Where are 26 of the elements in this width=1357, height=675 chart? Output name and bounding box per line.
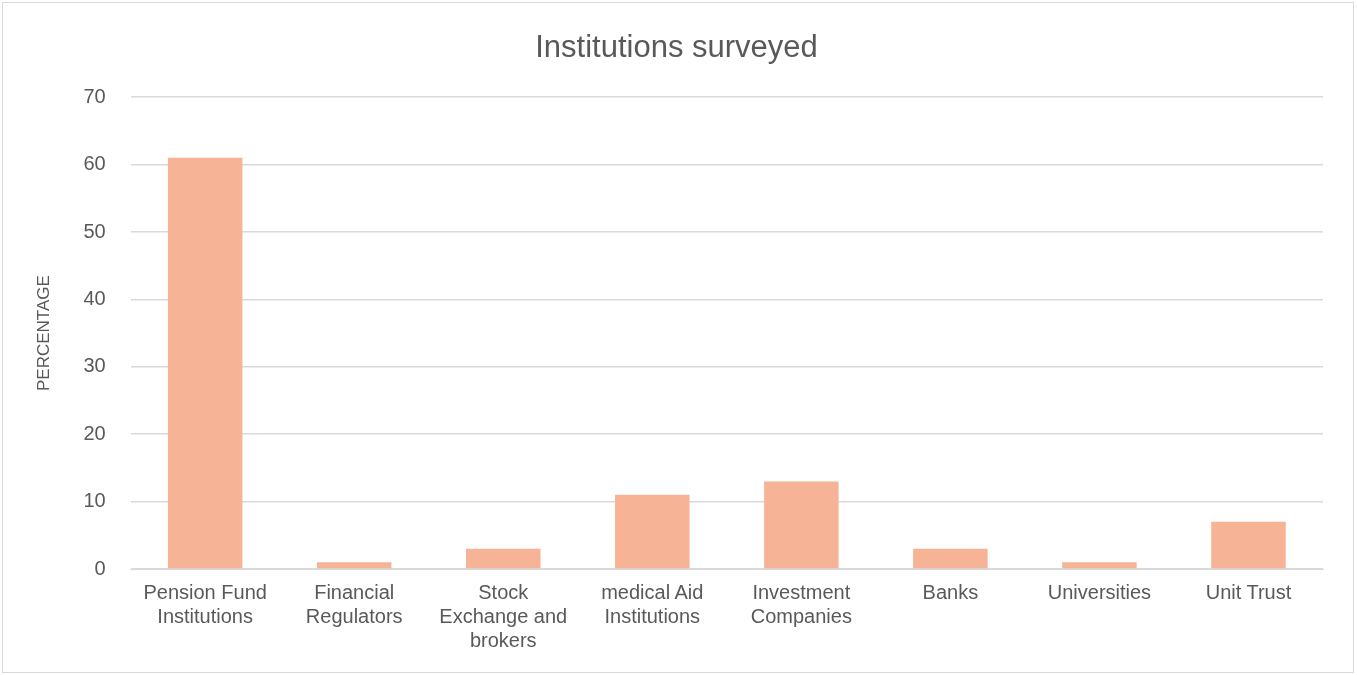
bar [615,494,690,569]
y-tick-label: 60 [83,152,106,175]
y-tick-label: 10 [83,489,106,512]
y-tick-label: 40 [83,286,106,309]
y-tick-label: 70 [83,84,106,107]
x-tick-label: Investment Companies [750,580,852,627]
y-axis-title: PERCENTAGE [33,275,53,392]
x-tick-label: Universities [1047,580,1152,603]
bar [913,548,988,569]
bar [316,562,392,569]
y-tick-label: 20 [83,421,106,444]
bar [1062,562,1137,569]
y-tick-label: 30 [83,354,106,377]
bar [167,157,243,569]
x-tick-label: Banks [922,580,979,603]
bar [1211,521,1286,569]
bar [764,481,839,569]
y-tick-label: 50 [83,219,106,242]
chart-title: Institutions surveyed [535,29,818,65]
y-tick-label: 0 [94,556,106,579]
x-tick-label: Unit Trust [1205,580,1292,603]
bar [466,548,541,569]
x-tick-label: Financial Regulators [305,580,403,627]
x-tick-label: Stock Exchange and brokers [439,580,568,651]
x-tick-label: Pension Fund Institutions [143,580,267,627]
x-tick-label: medical Aid Institutions [601,580,704,627]
